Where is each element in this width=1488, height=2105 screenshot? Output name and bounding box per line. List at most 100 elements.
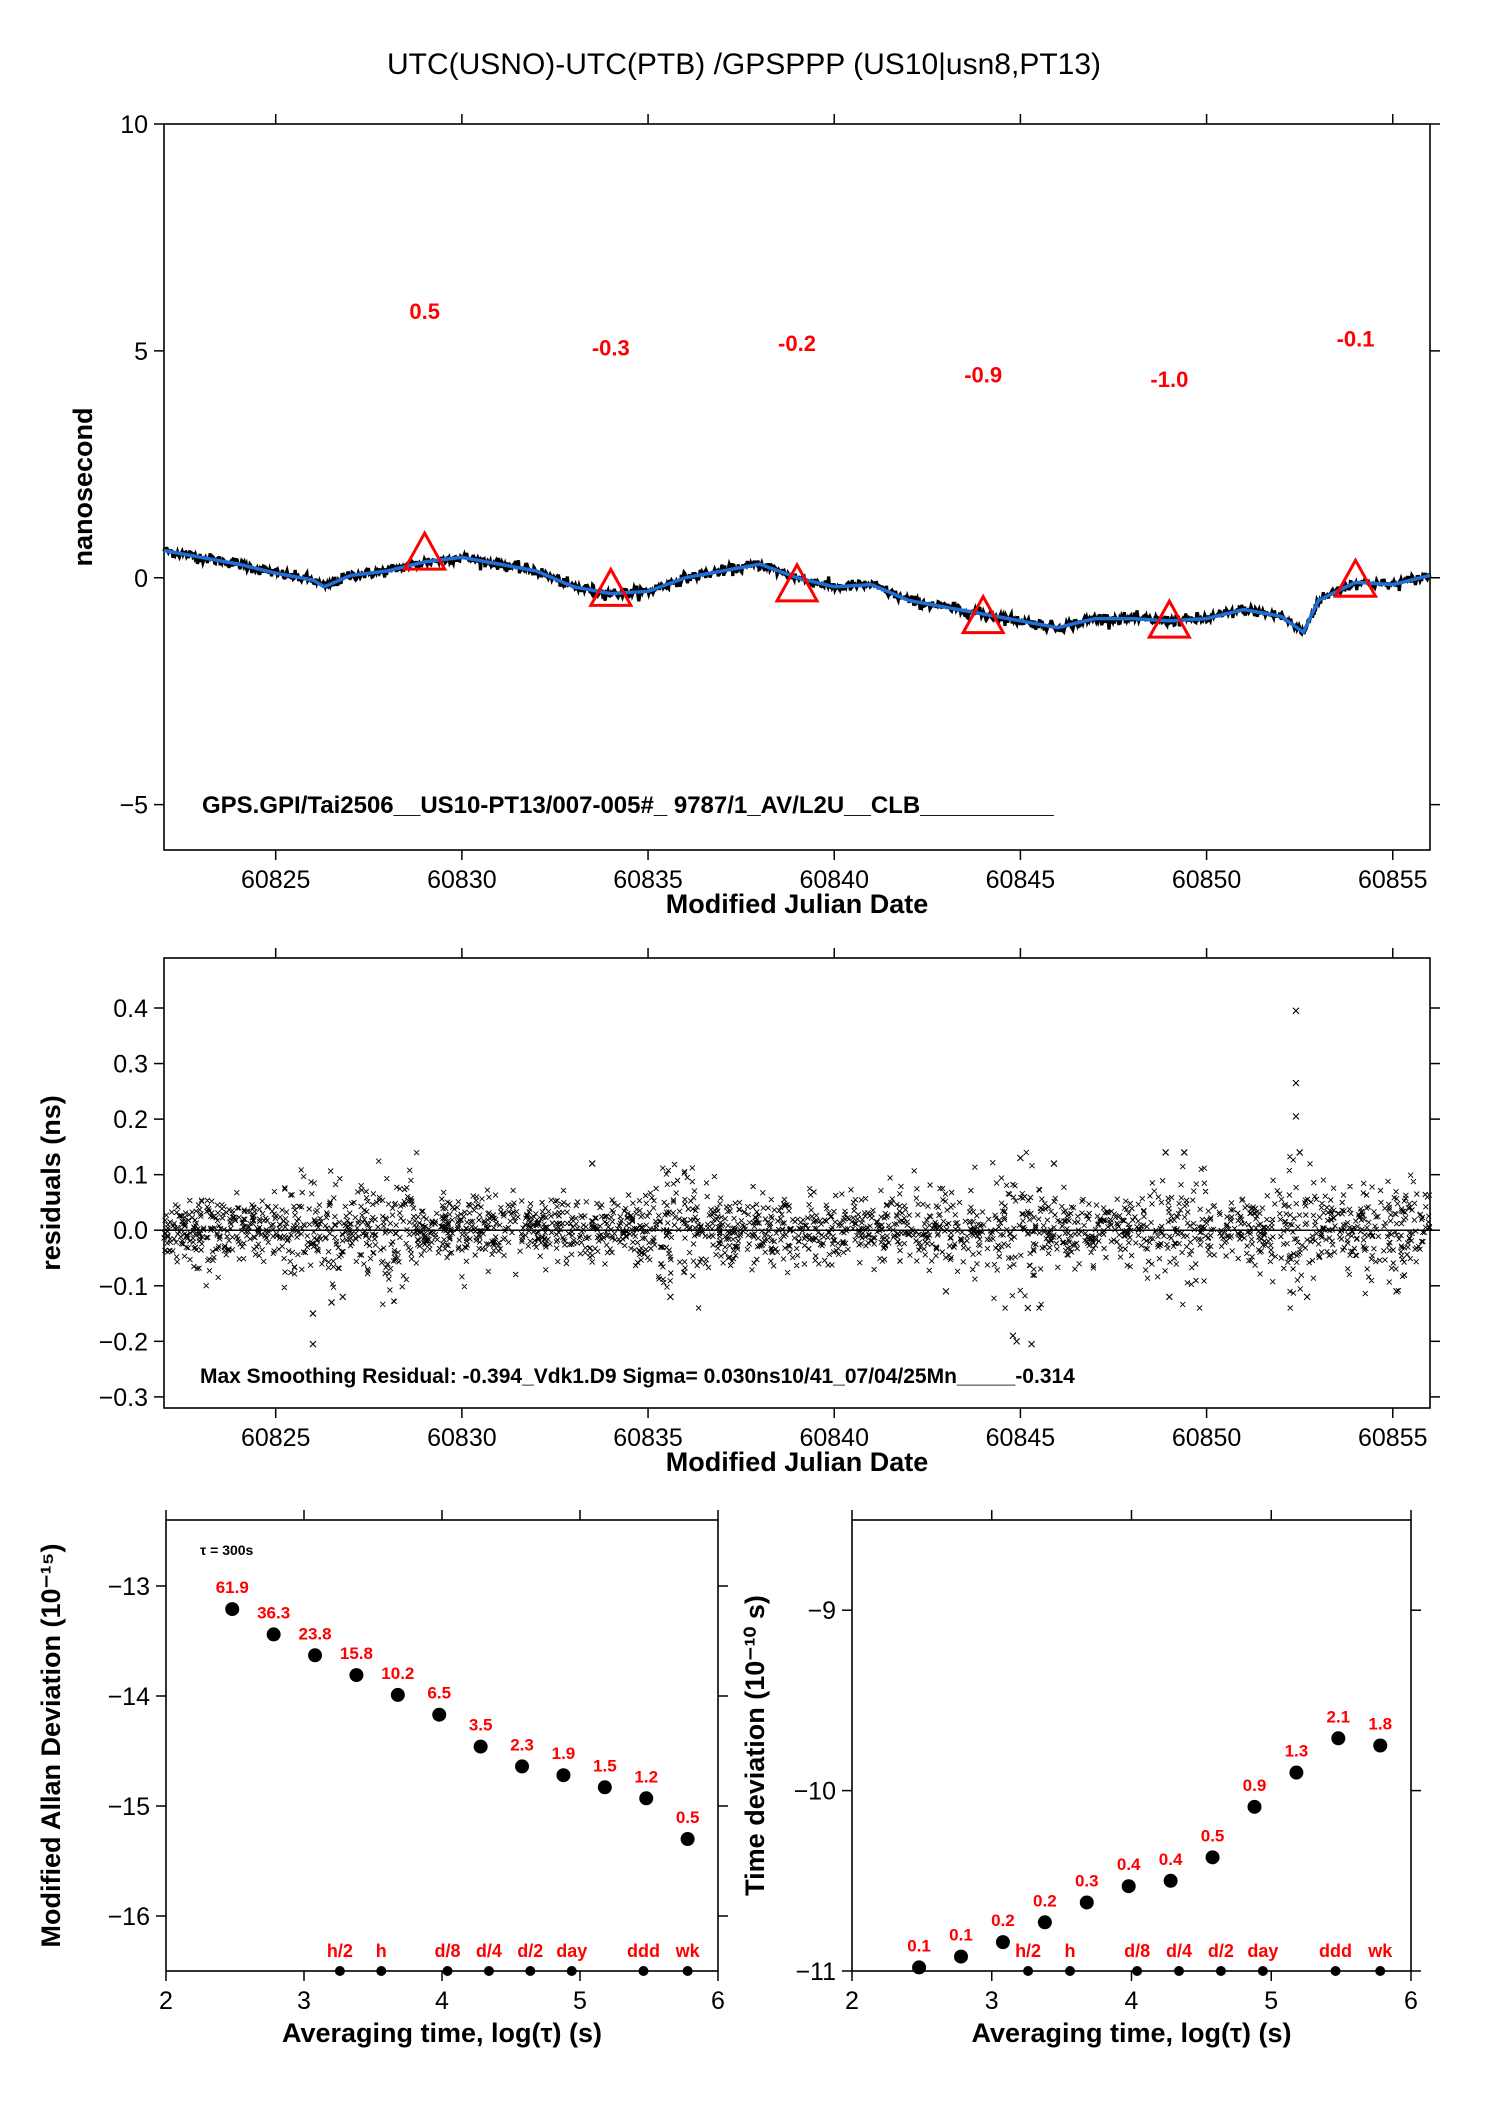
residuals-outlier-point (1024, 1304, 1032, 1312)
main-xtick-label: 60825 (241, 866, 311, 894)
tdev-time-marker-label: wk (1367, 1941, 1393, 1961)
residuals-outlier-point (588, 1160, 596, 1167)
residuals-ylabel: residuals (ns) (36, 1095, 66, 1271)
main-ytick-label: 5 (134, 338, 148, 366)
mdev-point (308, 1648, 323, 1663)
tdev-point-label: 0.9 (1243, 1776, 1267, 1795)
mdev-xtick-label: 5 (573, 1987, 587, 2015)
tdev-point-label: 0.2 (1033, 1891, 1057, 1910)
tdev-time-marker (1375, 1966, 1386, 1976)
mdev-ylabel: Modified Allan Deviation (10⁻¹⁵) (36, 1544, 66, 1948)
main-marker-label: -0.9 (964, 363, 1002, 388)
mdev-point (473, 1739, 488, 1754)
main-marker-label: -0.1 (1337, 326, 1375, 351)
residuals-ytick-label: −0.3 (99, 1384, 148, 1412)
tdev-time-marker-label: d/2 (1208, 1941, 1234, 1961)
residuals-outlier-point (1292, 1079, 1300, 1087)
mdev-point-label: 0.5 (676, 1808, 700, 1827)
tdev-point (1373, 1738, 1388, 1753)
main-triangle-marker (1332, 557, 1379, 598)
residuals-outlier-point (1292, 1112, 1300, 1120)
residuals-outlier-point (1013, 1337, 1021, 1345)
residuals-ytick-label: 0.3 (113, 1051, 148, 1079)
mdev-point (349, 1668, 364, 1683)
residuals-outlier-point (1017, 1154, 1024, 1162)
main-xtick-label: 60845 (986, 866, 1056, 894)
tdev-point (912, 1960, 927, 1975)
tdev-point (1331, 1731, 1346, 1746)
tdev-point (1163, 1873, 1178, 1888)
mdev-point-label: 36.3 (257, 1603, 290, 1622)
residuals-ytick-label: 0.0 (113, 1217, 148, 1245)
tdev-time-marker (1330, 1966, 1341, 1976)
tdev-ytick-label: −11 (795, 1958, 836, 1986)
tdev-ylabel: Time deviation (10⁻¹⁰ s) (740, 1595, 770, 1896)
mdev-point-label: 61.9 (216, 1578, 249, 1597)
mdev-point-label: 6.5 (427, 1684, 451, 1703)
mdev-time-marker (638, 1966, 649, 1976)
main-marker-label: 0.5 (409, 299, 440, 324)
mdev-point (225, 1602, 240, 1617)
residuals-frame (163, 957, 1431, 1409)
tdev-xtick-label: 6 (1404, 1987, 1418, 2015)
main-triangle-marker (960, 593, 1006, 635)
main-ylabel: nanosecond (68, 407, 98, 566)
tdev-point-label: 0.4 (1159, 1850, 1183, 1869)
residuals-outlier-point (1393, 1287, 1400, 1295)
residuals-xtick-label: 60825 (241, 1424, 311, 1452)
mdev-point-label: 23.8 (298, 1624, 331, 1643)
residuals-outlier-point (1050, 1160, 1058, 1167)
mdev-ytick-label: −16 (108, 1903, 150, 1931)
residuals-points (161, 1007, 1433, 1348)
mdev-point (432, 1707, 447, 1722)
mdev-tau-note: τ = 300s (200, 1542, 254, 1558)
mdev-time-marker (376, 1966, 387, 1976)
tdev-point-label: 0.5 (1201, 1826, 1225, 1845)
mdev-point-label: 10.2 (381, 1664, 414, 1683)
residuals-ytick-label: 0.4 (113, 995, 148, 1023)
residuals-xtick-label: 60830 (427, 1424, 497, 1452)
tdev-xtick-label: 3 (985, 1987, 999, 2015)
tdev-point (954, 1949, 969, 1964)
residuals-outlier-point (309, 1310, 317, 1317)
mdev-frame (165, 1519, 719, 1972)
main-annotation: GPS.GPI/Tai2506__US10-PT13/007-005#_ 978… (202, 792, 1054, 819)
tdev-point-label: 1.3 (1285, 1742, 1309, 1761)
tdev-point (1121, 1879, 1136, 1894)
main-marker-label: -0.2 (778, 331, 816, 356)
tdev-time-marker-label: d/4 (1166, 1941, 1192, 1961)
main-raw-data (162, 545, 1432, 637)
tdev-frame (851, 1519, 1412, 1972)
main-ytick-label: 0 (134, 565, 148, 593)
residuals-ytick-label: −0.1 (99, 1273, 148, 1301)
tdev-point (1037, 1915, 1052, 1930)
residuals-ytick-label: −0.2 (99, 1328, 148, 1356)
mdev-point-label: 15.8 (340, 1644, 373, 1663)
mdev-time-marker-label: h (376, 1941, 387, 1961)
tdev-xtick-label: 5 (1264, 1987, 1278, 2015)
residuals-outlier-point (328, 1299, 335, 1306)
residuals-xtick-label: 60855 (1358, 1424, 1428, 1452)
tdev-point-label: 0.4 (1117, 1855, 1141, 1874)
mdev-point (597, 1780, 612, 1795)
mdev-point-label: 1.2 (634, 1767, 658, 1786)
mdev-point (680, 1832, 695, 1846)
residuals-xtick-label: 60845 (986, 1424, 1056, 1452)
mdev-xtick-label: 6 (711, 1987, 725, 2015)
residuals-ytick-label: 0.2 (113, 1106, 148, 1134)
tdev-time-marker-label: h/2 (1015, 1941, 1041, 1961)
mdev-time-marker (566, 1966, 577, 1976)
residuals-xtick-label: 60840 (799, 1424, 869, 1452)
residuals-ytick-label: 0.1 (113, 1162, 148, 1190)
main-smoothed-line (163, 548, 1431, 635)
tdev-xtick-label: 4 (1125, 1987, 1139, 2015)
tdev-point-label: 0.1 (949, 1926, 973, 1945)
tdev-point-label: 2.1 (1327, 1707, 1351, 1726)
mdev-ytick-label: −15 (108, 1793, 150, 1821)
page-title: UTC(USNO)-UTC(PTB) /GPSPPP (US10|usn8,PT… (386, 48, 1102, 81)
tdev-ytick-label: −9 (807, 1597, 836, 1625)
main-triangle-marker (588, 566, 634, 607)
mdev-point (266, 1627, 281, 1642)
residuals-outlier-point (1009, 1332, 1017, 1340)
tdev-time-marker (1132, 1966, 1143, 1976)
